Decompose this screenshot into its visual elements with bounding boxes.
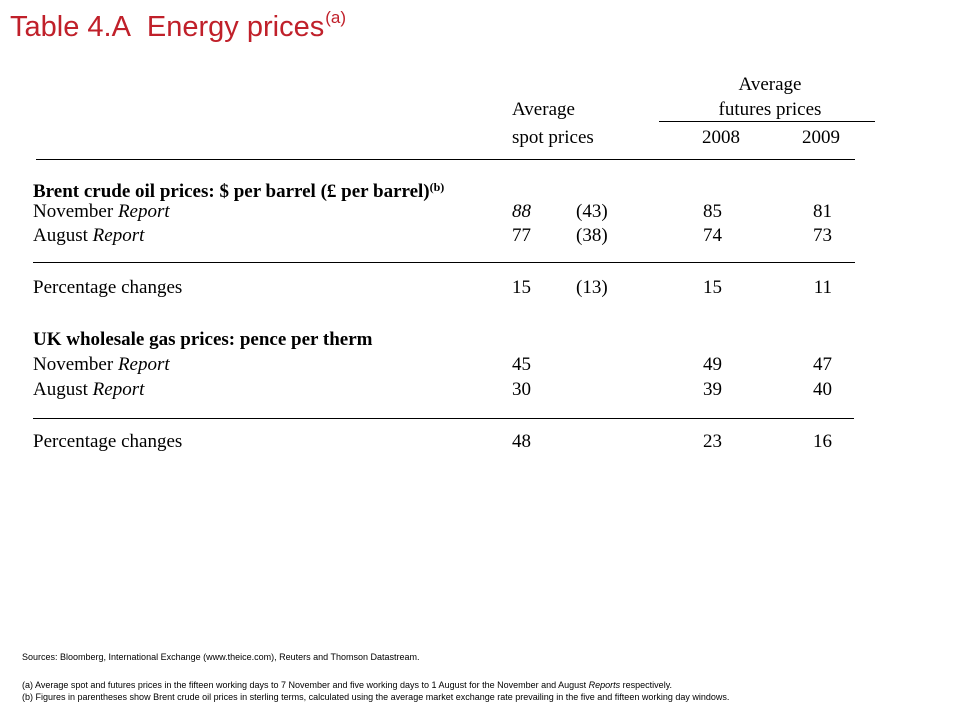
sterling-value: (43)	[576, 201, 608, 222]
footnote-a-italic: Reports	[588, 680, 621, 690]
futures-2008-value: 74	[703, 225, 722, 246]
heading-footnote-ref: (b)	[429, 180, 445, 194]
footnote-a-text: (a) Average spot and futures prices in t…	[22, 680, 589, 690]
page-title: Table 4.A Energy prices(a)	[10, 8, 346, 44]
footnote-b: (b) Figures in parentheses show Brent cr…	[22, 692, 730, 702]
sources-note: Sources: Bloomberg, International Exchan…	[22, 652, 420, 662]
spot-value: 77	[512, 225, 531, 246]
spot-value: 30	[512, 379, 531, 400]
year-2009-header: 2009	[802, 127, 840, 148]
futures-header-line1: Average	[738, 74, 802, 95]
row-label-month: November	[33, 201, 114, 222]
futures-2008-value: 15	[703, 277, 722, 298]
futures-2009-value: 11	[813, 277, 832, 298]
footnote-a: (a) Average spot and futures prices in t…	[22, 680, 672, 691]
row-label-report: Report	[117, 354, 170, 375]
spot-header-line2: spot prices	[512, 127, 594, 148]
spot-value: 45	[512, 354, 531, 375]
row-label: Percentage changes	[33, 431, 183, 452]
year-2008-header: 2008	[702, 127, 740, 148]
table-number: Table 4.A	[10, 11, 131, 43]
spot-value: 48	[512, 431, 531, 452]
sterling-value: (13)	[576, 277, 608, 298]
spot-value: 88	[512, 201, 531, 222]
footnote-a-end: respectively.	[620, 680, 673, 690]
futures-2009-value: 16	[813, 431, 832, 452]
futures-2008-value: 49	[703, 354, 722, 375]
futures-2009-value: 81	[813, 201, 832, 222]
row-label: November Report	[33, 354, 170, 376]
futures-2008-value: 85	[703, 201, 722, 222]
spot-value: 15	[512, 277, 531, 298]
section-rule	[33, 262, 855, 263]
futures-header-line2: futures prices	[718, 99, 822, 120]
row-label-month: November	[33, 354, 114, 375]
row-label: November Report	[33, 201, 170, 223]
row-label-month: August	[33, 225, 88, 246]
row-label-report: Report	[92, 225, 145, 246]
row-label: August Report	[33, 225, 144, 247]
futures-2009-value: 40	[813, 379, 832, 400]
spot-header-line1: Average	[512, 99, 575, 120]
row-label-report: Report	[117, 201, 170, 222]
header-rule	[36, 159, 855, 160]
title-footnote-ref: (a)	[325, 8, 347, 27]
section-brent-heading: Brent crude oil prices: $ per barrel (£ …	[33, 176, 444, 203]
sterling-value: (38)	[576, 225, 608, 246]
futures-header-rule	[659, 121, 875, 122]
row-label-report: Report	[92, 379, 145, 400]
row-label: Percentage changes	[33, 277, 183, 298]
futures-2009-value: 73	[813, 225, 832, 246]
row-label: August Report	[33, 379, 144, 401]
section-brent-heading-text: Brent crude oil prices: $ per barrel (£ …	[33, 181, 430, 202]
futures-2008-value: 39	[703, 379, 722, 400]
section-rule	[33, 418, 854, 419]
futures-2009-value: 47	[813, 354, 832, 375]
row-label-month: August	[33, 379, 88, 400]
table-title-text: Energy prices	[146, 11, 325, 43]
futures-2008-value: 23	[703, 431, 722, 452]
section-gas-heading: UK wholesale gas prices: pence per therm	[33, 329, 373, 350]
